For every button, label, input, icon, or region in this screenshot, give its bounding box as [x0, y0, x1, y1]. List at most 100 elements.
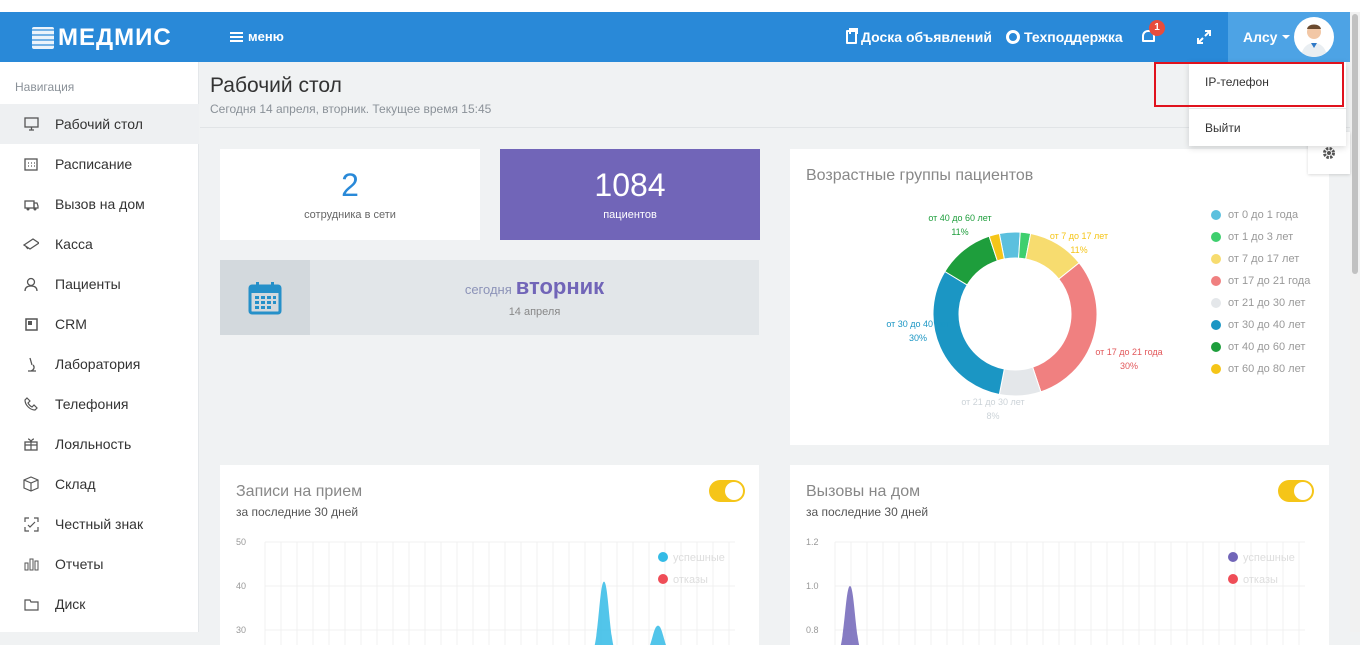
sidebar-item-loyalty[interactable]: Лояльность	[0, 424, 199, 464]
legend-marker	[1211, 320, 1221, 330]
dropdown-divider	[1189, 108, 1346, 109]
hamburger-icon	[230, 31, 243, 42]
donut-slice[interactable]	[932, 270, 1005, 396]
expand-icon	[1197, 30, 1211, 44]
today-date: 14 апреля	[508, 306, 561, 318]
sidebar-item-label: Касса	[55, 236, 93, 252]
app-logo[interactable]: МЕДМИС	[32, 24, 172, 52]
area-series-shape	[594, 581, 614, 645]
legend-marker	[1228, 574, 1238, 584]
y-tick-label: 1.0	[806, 581, 819, 591]
appointments-title: Записи на прием	[236, 483, 363, 500]
legend-item[interactable]: от 7 до 17 лет	[1211, 248, 1310, 270]
appointments-toggle[interactable]	[709, 480, 745, 502]
crm-icon	[23, 316, 39, 332]
avatar	[1294, 17, 1334, 57]
legend-marker	[1211, 298, 1221, 308]
gear-icon	[1323, 147, 1335, 159]
sidebar-item-home-call[interactable]: Вызов на дом	[0, 184, 199, 224]
page-subtitle: Сегодня 14 апреля, вторник. Текущее врем…	[210, 102, 492, 116]
legend-label: от 60 до 80 лет	[1228, 363, 1306, 375]
donut-slice[interactable]	[988, 232, 1005, 262]
legend-marker	[1211, 210, 1221, 220]
legend-item[interactable]: от 40 до 60 лет	[1211, 336, 1310, 358]
legend-marker	[1211, 364, 1221, 374]
home-calls-area-chart: 1.2 1.0 0.8 успешные отказы	[806, 537, 1305, 645]
sidebar-item-schedule[interactable]: Расписание	[0, 144, 199, 184]
user-menu-toggle[interactable]: Алсу	[1228, 12, 1350, 62]
sidebar-item-label: Честный знак	[55, 516, 144, 532]
callout-value: 30%	[1120, 361, 1138, 371]
lifebuoy-icon	[1006, 30, 1020, 44]
donut-slice[interactable]	[1032, 262, 1098, 393]
legend-item[interactable]: от 21 до 30 лет	[1211, 292, 1310, 314]
y-tick-label: 30	[236, 625, 246, 635]
fullscreen-button[interactable]	[1197, 30, 1211, 44]
sidebar-item-telephony[interactable]: Телефония	[0, 384, 199, 424]
y-tick-label: 0.8	[806, 625, 819, 635]
caret-down-icon	[1282, 35, 1291, 39]
patients-label: пациентов	[603, 209, 657, 221]
user-name: Алсу	[1243, 29, 1278, 45]
sidebar-item-patients[interactable]: Пациенты	[0, 264, 199, 304]
page-header: Рабочий стол Сегодня 14 апреля, вторник.…	[200, 62, 1350, 128]
area-series-shape	[650, 625, 666, 645]
legend-item[interactable]: от 17 до 21 года	[1211, 270, 1310, 292]
legend-marker	[1228, 552, 1238, 562]
cash-icon	[23, 236, 39, 252]
scrollbar-thumb[interactable]	[1352, 14, 1358, 274]
logout-menu-item[interactable]: Выйти	[1205, 121, 1241, 135]
callout-label: от 30 до 40 лет	[886, 319, 949, 329]
ip-phone-menu-item[interactable]: IP-телефон	[1205, 75, 1269, 89]
clipboard-icon	[846, 28, 858, 44]
home-calls-toggle[interactable]	[1278, 480, 1314, 502]
appointments-subtitle: за последние 30 дней	[236, 505, 359, 519]
staff-online-card[interactable]: 2 сотрудника в сети	[220, 149, 480, 240]
sidebar-item-dashboard[interactable]: Рабочий стол	[0, 104, 199, 144]
legend-label: от 40 до 60 лет	[1228, 341, 1306, 353]
sidebar-item-reports[interactable]: Отчеты	[0, 544, 199, 584]
sidebar-item-label: Рабочий стол	[55, 116, 143, 132]
legend-label: отказы	[1243, 574, 1278, 586]
legend-marker	[1211, 342, 1221, 352]
legend-item[interactable]: от 1 до 3 лет	[1211, 226, 1310, 248]
y-tick-label: 40	[236, 581, 246, 591]
callout-label: от 7 до 17 лет	[1050, 231, 1108, 241]
callout-value: 8%	[986, 411, 999, 421]
legend-marker	[1211, 232, 1221, 242]
sidebar-item-label: CRM	[55, 316, 87, 332]
highlight-box	[1154, 62, 1344, 107]
page-scrollbar[interactable]	[1350, 12, 1360, 632]
patients-card[interactable]: 1084 пациентов	[500, 149, 760, 240]
legend-label: успешные	[1243, 552, 1295, 564]
legend-item[interactable]: от 60 до 80 лет	[1211, 358, 1310, 380]
legend-label: от 30 до 40 лет	[1228, 319, 1306, 331]
sidebar-item-honest-mark[interactable]: Честный знак	[0, 504, 199, 544]
y-tick-label: 50	[236, 537, 246, 547]
page-title: Рабочий стол	[210, 74, 342, 97]
age-groups-title: Возрастные группы пациентов	[806, 167, 1034, 184]
top-navbar: МЕДМИС меню Доска объявлений Техподдержк…	[0, 12, 1350, 62]
today-weekday: вторник	[515, 274, 605, 299]
sidebar-item-warehouse[interactable]: Склад	[0, 464, 199, 504]
notifications-button[interactable]	[1140, 26, 1158, 46]
support-link[interactable]: Техподдержка	[1006, 29, 1123, 45]
phone-icon	[23, 396, 39, 412]
today-card: сегодня вторник 14 апреля	[220, 260, 759, 335]
home-calls-subtitle: за последние 30 дней	[806, 505, 929, 519]
legend-item[interactable]: от 0 до 1 года	[1211, 204, 1310, 226]
menu-button[interactable]: меню	[230, 29, 284, 44]
legend-item[interactable]: от 30 до 40 лет	[1211, 314, 1310, 336]
callout-label: от 17 до 21 года	[1095, 347, 1162, 357]
sidebar-item-disk[interactable]: Диск	[0, 584, 199, 624]
sidebar-item-crm[interactable]: CRM	[0, 304, 199, 344]
staff-online-label: сотрудника в сети	[304, 209, 396, 221]
announcements-link[interactable]: Доска объявлений	[846, 28, 992, 45]
users-icon	[23, 276, 39, 292]
sidebar-item-laboratory[interactable]: Лаборатория	[0, 344, 199, 384]
legend-marker	[658, 552, 668, 562]
callout-value: 30%	[909, 333, 927, 343]
sidebar-item-cashbox[interactable]: Касса	[0, 224, 199, 264]
legend-marker	[1211, 276, 1221, 286]
logo-text: МЕДМИС	[58, 24, 172, 51]
